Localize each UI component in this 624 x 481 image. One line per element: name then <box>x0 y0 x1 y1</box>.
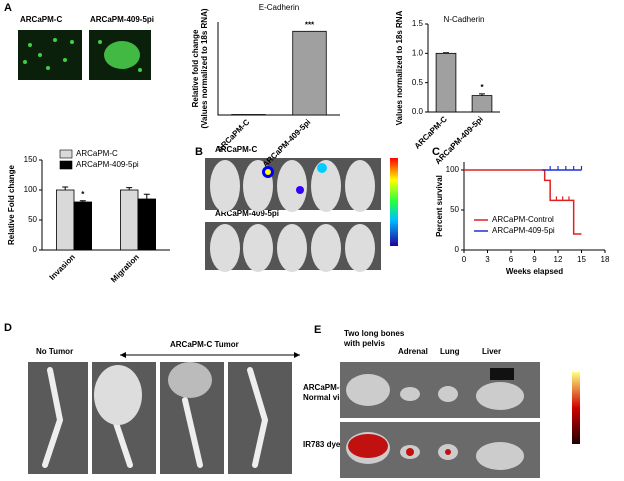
x-tick-label: 18 <box>601 255 610 264</box>
image-label: No Tumor <box>36 347 73 356</box>
error-bar <box>143 193 150 199</box>
colorbar <box>390 158 398 246</box>
y-axis-label: Percent survival <box>435 175 444 237</box>
y-axis-label: (Values normalized to 18s RNA) <box>200 8 209 128</box>
axis <box>463 162 605 251</box>
x-axis-label: Weeks elapsed <box>506 267 563 276</box>
chart-title: N-Cadherin <box>444 15 485 24</box>
mice <box>210 160 375 272</box>
y-tick-label: 50 <box>450 205 459 214</box>
y-tick-label: 50 <box>28 215 37 224</box>
image-label: ARCaPM-C <box>215 145 257 154</box>
image-label: ARCaPM-C <box>20 15 62 24</box>
column-label: Liver <box>482 347 501 356</box>
error-bar <box>62 186 69 190</box>
y-tick-label: 1.0 <box>412 48 424 57</box>
image-label: ARCaPM-409-5pi <box>215 209 279 218</box>
y-axis-label: Values normalized to 18s RNA <box>395 10 404 125</box>
panel-letter: E <box>314 324 321 336</box>
colorbar <box>572 372 580 444</box>
bar <box>120 189 139 251</box>
legend-swatch <box>59 160 73 170</box>
y-tick-label: 100 <box>446 165 460 174</box>
x-tick-label: 0 <box>462 255 467 264</box>
signal <box>317 163 327 173</box>
dye-signal <box>445 449 451 455</box>
y-axis-label: Relative fold change <box>191 29 200 107</box>
dye-signal <box>406 448 414 456</box>
bones <box>42 367 269 468</box>
y-tick-label: 100 <box>24 185 38 194</box>
bar <box>56 189 75 251</box>
y-tick-label: 150 <box>24 155 38 164</box>
y-tick-label: 1.5 <box>412 19 424 28</box>
y-tick-label: 0.0 <box>412 107 424 116</box>
x-tick-label: 3 <box>485 255 490 264</box>
error-bar <box>479 93 485 96</box>
legend-swatch <box>59 149 73 159</box>
cells <box>23 38 142 72</box>
row-label: Normal view <box>303 393 351 402</box>
x-tick-label: Migration <box>109 252 141 284</box>
row-label: IR783 dye <box>303 440 341 449</box>
x-tick-label: ARCaPM-C <box>413 114 449 150</box>
survival-line <box>464 169 582 235</box>
chart-title: E-Cadherin <box>259 3 299 12</box>
y-tick-label: 0 <box>455 245 460 254</box>
legend-label: ARCaPM-409-5pi <box>492 226 555 235</box>
x-tick-label: 12 <box>554 255 563 264</box>
row-label: ARCaPM-C <box>303 383 345 392</box>
x-tick-label: 9 <box>532 255 537 264</box>
bar <box>73 201 93 251</box>
signal <box>265 169 271 175</box>
y-tick-label: 0 <box>33 245 38 254</box>
panel-letter: A <box>4 2 12 14</box>
layout: A ARCaPM-C ARCaPM-409-5pi B ARCaPM-C ARC… <box>4 2 580 478</box>
image-label: ARCaPM-C Tumor <box>170 340 239 349</box>
signal <box>296 186 304 194</box>
column-label: Adrenal <box>398 347 428 356</box>
error-bar <box>79 200 86 202</box>
x-tick-label: 6 <box>509 255 514 264</box>
column-label: Two long bones <box>344 329 405 338</box>
bar <box>137 198 157 251</box>
bar <box>292 30 327 116</box>
microscopy-image <box>18 30 82 80</box>
annotation: *** <box>305 20 315 29</box>
x-tick-label: Invasion <box>48 252 77 281</box>
annotation: * <box>480 83 484 92</box>
image-label: ARCaPM-409-5pi <box>90 15 154 24</box>
tumor <box>94 365 142 425</box>
panel-letter: C <box>432 146 440 158</box>
error-bar <box>443 52 449 54</box>
xray-image <box>228 362 292 474</box>
bar <box>435 52 457 113</box>
tumor <box>168 362 212 398</box>
panel-letter: D <box>4 322 12 334</box>
annotation: * <box>81 190 85 199</box>
bar <box>471 95 493 113</box>
dye-signal <box>348 434 388 458</box>
error-bar <box>126 187 133 190</box>
legend-label: ARCaPM-Control <box>492 215 554 224</box>
legend-label: ARCaPM-409-5pi <box>76 160 139 169</box>
column-label: with pelvis <box>343 339 385 348</box>
liver-dark <box>490 368 514 380</box>
x-tick-label: 15 <box>577 255 586 264</box>
panel-letter: B <box>195 146 203 158</box>
column-label: Lung <box>440 347 460 356</box>
y-tick-label: 0.5 <box>412 78 424 87</box>
y-axis-label: Relative Fold change <box>7 164 16 245</box>
legend-label: ARCaPM-C <box>76 149 118 158</box>
